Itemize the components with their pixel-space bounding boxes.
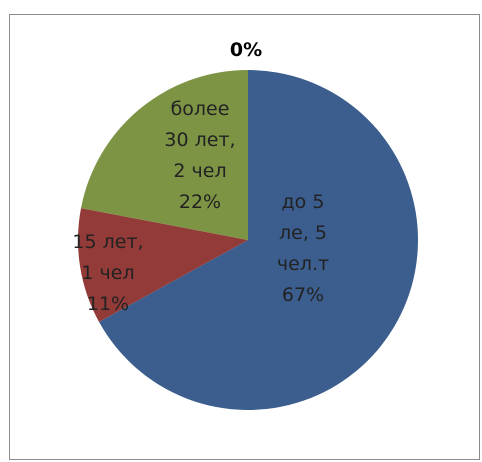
slice-label-line: 0% <box>230 39 262 61</box>
slice-label-line: 15 лет, <box>72 231 143 253</box>
slice-label-line: более <box>171 98 230 120</box>
slice-label-1: 15 лет, 1 чел 11% <box>72 231 143 315</box>
slice-label-line: 67% <box>282 284 324 306</box>
slice-label-line: ле, 5 <box>279 222 327 244</box>
slice-label-line: 11% <box>87 293 129 315</box>
slice-label-line: 2 чел <box>173 160 226 182</box>
slice-label-3: 0% <box>230 39 262 61</box>
slice-label-2: более 30 лет, 2 чел 22% <box>164 98 235 213</box>
slice-label-line: чел.т <box>277 253 329 275</box>
pie-slice-0 <box>99 70 419 410</box>
pie-slice-1 <box>78 208 249 322</box>
pie-slice-2 <box>81 70 248 240</box>
slice-label-line: до 5 <box>282 191 325 213</box>
slice-label-line: 30 лет, <box>164 129 235 151</box>
slice-label-0: до 5 ле, 5 чел.т 67% <box>277 191 329 306</box>
slice-label-line: 1 чел <box>81 262 134 284</box>
slice-label-line: 22% <box>179 191 221 213</box>
